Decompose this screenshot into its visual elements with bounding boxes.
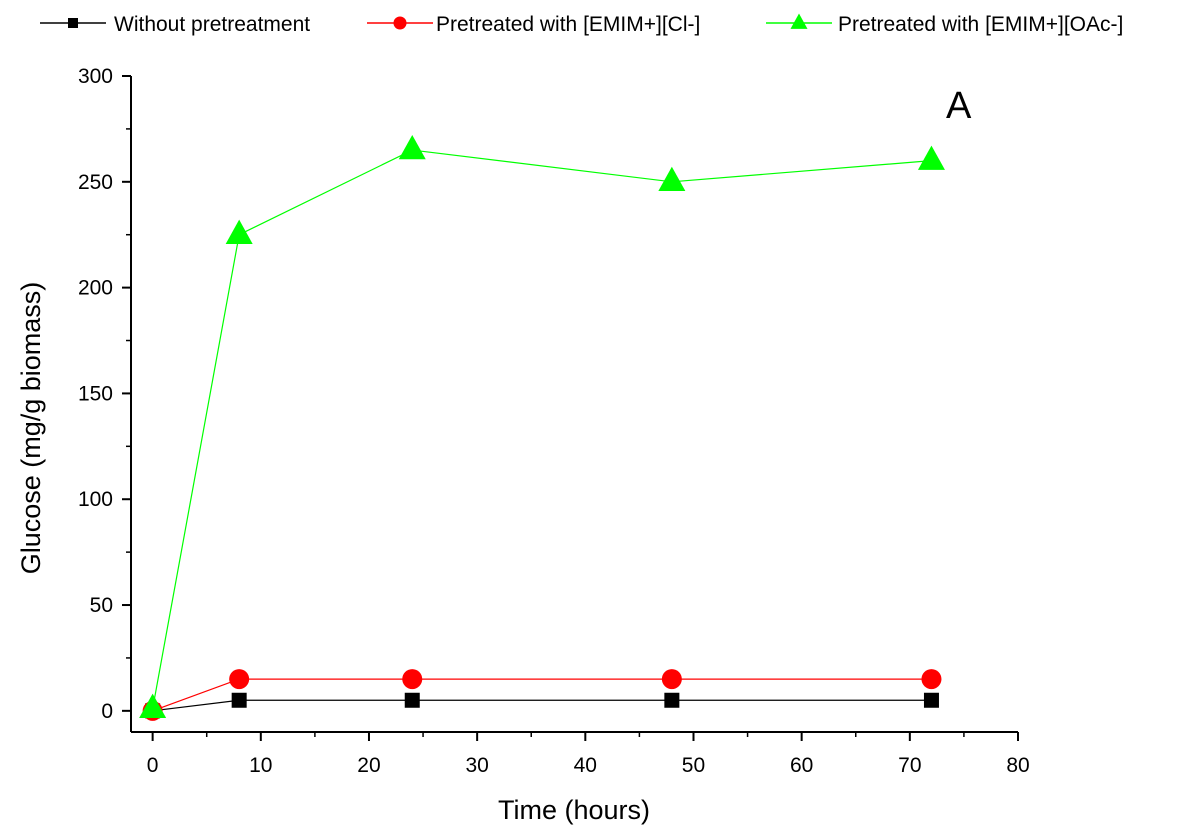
legend-marker [790, 13, 808, 29]
series-3 [139, 134, 945, 718]
data-point [404, 692, 420, 708]
y-tick-label: 150 [78, 382, 113, 405]
x-tick-label: 10 [249, 754, 272, 777]
series-2 [142, 669, 942, 721]
data-point [658, 166, 686, 192]
x-tick-label: 40 [574, 754, 597, 777]
data-point [229, 669, 250, 690]
series-line [152, 699, 932, 712]
series-1 [145, 692, 939, 719]
y-ticks: 0 50 100 150 200 250 300 [78, 65, 131, 723]
x-tick-label: 70 [898, 754, 921, 777]
legend-item: Pretreated with [EMIM+][OAc-] [766, 13, 1123, 36]
y-tick-label: 50 [90, 594, 113, 617]
data-point [921, 669, 942, 690]
legend-item: Without pretreatment [40, 13, 310, 36]
data-point [402, 669, 423, 690]
legend-label: Without pretreatment [114, 13, 310, 36]
legend-item: Pretreated with [EMIM+][Cl-] [367, 13, 700, 36]
legend-marker [68, 18, 78, 28]
legend-label: Pretreated with [EMIM+][OAc-] [838, 13, 1123, 36]
x-tick-label: 20 [357, 754, 380, 777]
data-point [664, 692, 680, 708]
y-tick-label: 200 [78, 277, 113, 300]
data-point [917, 145, 945, 170]
series-line [152, 678, 932, 712]
data-point [923, 692, 939, 708]
axes: 0 50 100 150 200 250 300 0 10 20 30 40 50 60 70 80 [78, 65, 1030, 777]
y-tick-label: 300 [78, 65, 113, 88]
x-tick-label: 0 [147, 754, 159, 777]
y-tick-label: 100 [78, 488, 113, 511]
series-line [152, 149, 932, 709]
y-tick-label: 250 [78, 171, 113, 194]
x-tick-label: 50 [682, 754, 705, 777]
data-point [398, 134, 426, 160]
legend-marker [393, 16, 407, 30]
x-tick-label: 80 [1006, 754, 1029, 777]
plot-series [139, 134, 945, 721]
y-tick-label: 0 [101, 700, 113, 723]
x-axis-label: Time (hours) [498, 795, 650, 825]
y-axis-label: Glucose (mg/g biomass) [16, 282, 46, 575]
x-ticks: 0 10 20 30 40 50 60 70 80 [147, 732, 1030, 777]
legend: Without pretreatment Pretreated with [EMI… [40, 13, 1123, 36]
legend-label: Pretreated with [EMIM+][Cl-] [436, 13, 700, 36]
panel-label: A [946, 85, 972, 127]
data-point [661, 669, 682, 690]
x-tick-label: 60 [790, 754, 813, 777]
data-point [139, 693, 167, 718]
data-point [231, 692, 247, 708]
data-point [225, 219, 253, 244]
x-tick-label: 30 [465, 754, 488, 777]
